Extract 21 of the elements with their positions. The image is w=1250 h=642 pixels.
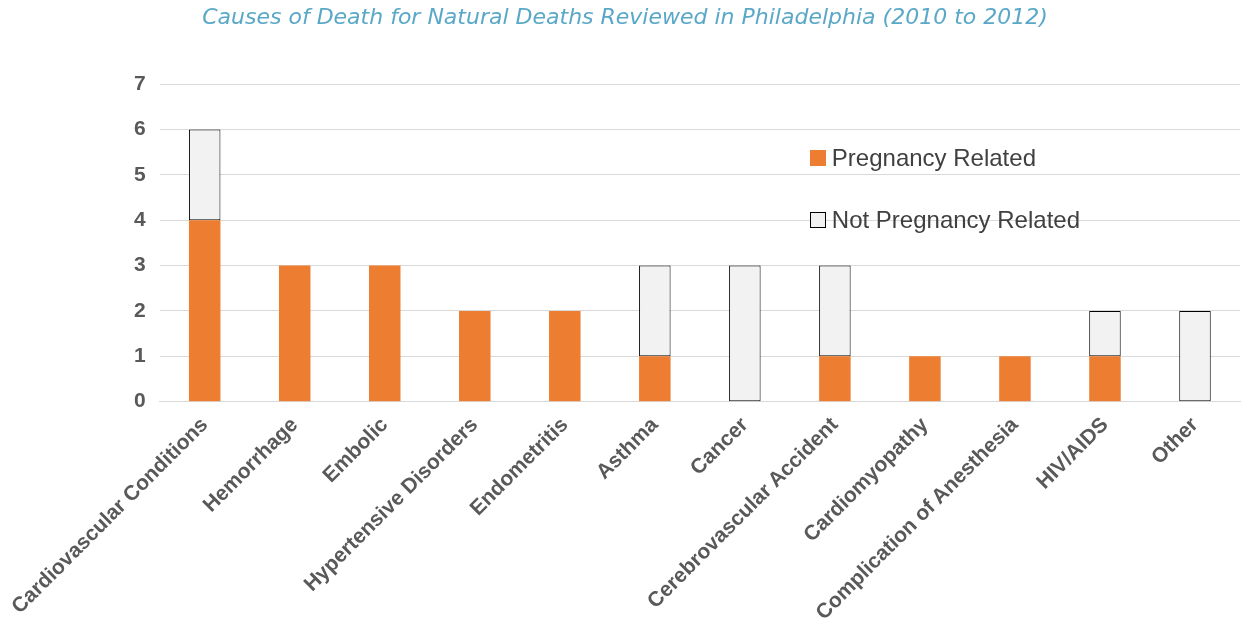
legend-label: Pregnancy Related (831, 144, 1036, 172)
bar (278, 265, 311, 402)
bar (639, 356, 671, 402)
bar (819, 356, 851, 402)
chart-title: Causes of Death for Natural Deaths Reviewed in Philadelphia (2010 to 2012) (201, 3, 1049, 31)
y-tick-label: 5 (133, 161, 146, 185)
y-tick-label: 0 (133, 388, 146, 412)
bar (368, 265, 401, 402)
series-label: Not Pregnancy Related (831, 206, 1080, 234)
y-tick-label: 1 (133, 343, 146, 367)
bar (909, 356, 941, 402)
y-tick-label: 2 (133, 297, 146, 321)
y-tick-label: 3 (133, 252, 146, 276)
bar (459, 310, 491, 402)
bar (549, 310, 581, 402)
y-tick-label: 6 (133, 116, 146, 140)
y-tick-label: 7 (133, 70, 146, 94)
bar (188, 220, 221, 402)
bar (1089, 356, 1121, 402)
y-tick-label: 4 (133, 206, 146, 230)
bar (999, 356, 1031, 402)
